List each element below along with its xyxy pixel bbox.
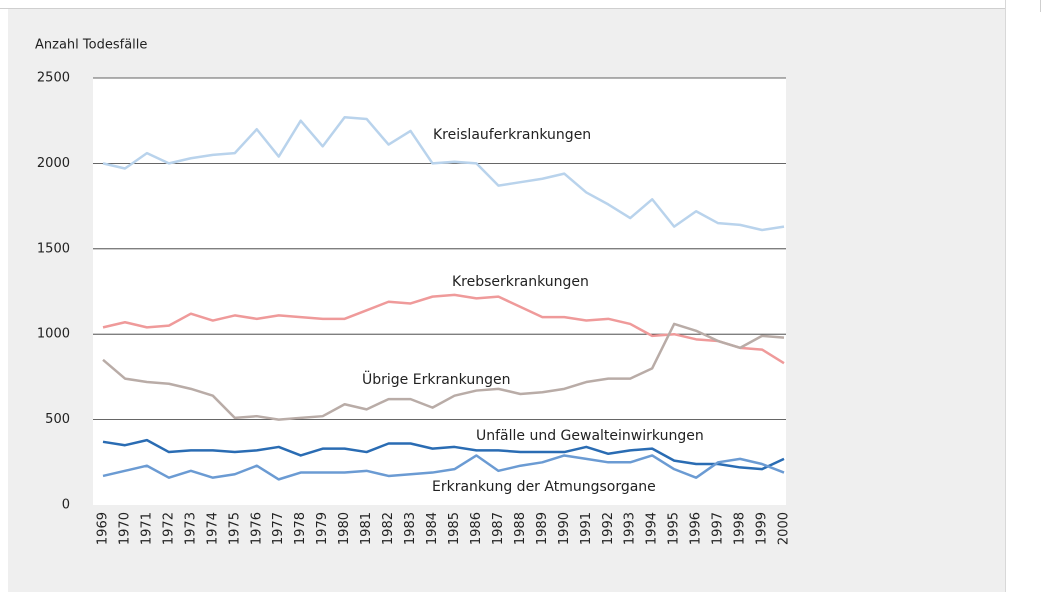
x-tick-label: 1980 <box>337 512 352 545</box>
plot-area <box>93 78 786 505</box>
x-tick-label: 1977 <box>271 512 286 545</box>
x-tick-label: 1973 <box>183 512 198 545</box>
series-line <box>102 293 785 365</box>
x-tick-label: 1987 <box>491 512 506 545</box>
x-tick-label: 1994 <box>645 512 660 545</box>
x-tick-label: 1974 <box>205 512 220 545</box>
x-tick-label: 1991 <box>579 512 594 545</box>
x-tick-label: 1983 <box>403 512 418 545</box>
series-label: Erkrankung der Atmungsorgane <box>432 479 656 495</box>
x-tick-label: 1984 <box>425 512 440 545</box>
y-tick-label: 1000 <box>37 327 70 342</box>
x-tick-label: 1976 <box>249 512 264 545</box>
y-tick-label: 500 <box>45 412 70 427</box>
x-tick-label: 1981 <box>359 512 374 545</box>
y-tick-label: 0 <box>62 498 70 513</box>
x-tick-label: 1986 <box>469 512 484 545</box>
x-tick-label: 1990 <box>557 512 572 545</box>
x-tick-label: 1989 <box>535 512 550 545</box>
series-line <box>102 116 785 232</box>
x-tick-label: 2000 <box>777 512 792 545</box>
y-tick-label: 2500 <box>37 71 70 86</box>
x-tick-label: 1995 <box>667 512 682 545</box>
x-tick-label: 1979 <box>315 512 330 545</box>
y-axis-label: Anzahl Todesfälle <box>35 38 147 53</box>
series-label: Übrige Erkrankungen <box>362 370 510 388</box>
series-line <box>102 438 785 471</box>
x-tick-label: 1993 <box>623 512 638 545</box>
x-tick-label: 1975 <box>227 512 242 545</box>
x-tick-label: 1998 <box>733 512 748 545</box>
x-tick-label: 1985 <box>447 512 462 545</box>
x-tick-label: 1982 <box>381 512 396 545</box>
x-tick-label: 1971 <box>139 512 154 545</box>
y-tick-label: 2000 <box>37 156 70 171</box>
x-tick-label: 1969 <box>96 512 111 545</box>
y-tick-label: 1500 <box>37 241 70 256</box>
x-tick-label: 1978 <box>293 512 308 545</box>
x-tick-label: 1999 <box>755 512 770 545</box>
x-tick-label: 1988 <box>513 512 528 545</box>
x-tick-label: 1997 <box>711 512 726 545</box>
x-tick-label: 1970 <box>117 512 132 545</box>
series-line <box>102 322 785 421</box>
series-label: Unfälle und Gewalteinwirkungen <box>476 428 704 444</box>
series-label: Krebserkrankungen <box>452 274 589 290</box>
x-tick-label: 1972 <box>161 512 176 545</box>
series-line <box>102 454 785 481</box>
x-tick-label: 1996 <box>689 512 704 545</box>
series-label: Kreislauferkrankungen <box>433 127 591 143</box>
x-tick-label: 1992 <box>601 512 616 545</box>
